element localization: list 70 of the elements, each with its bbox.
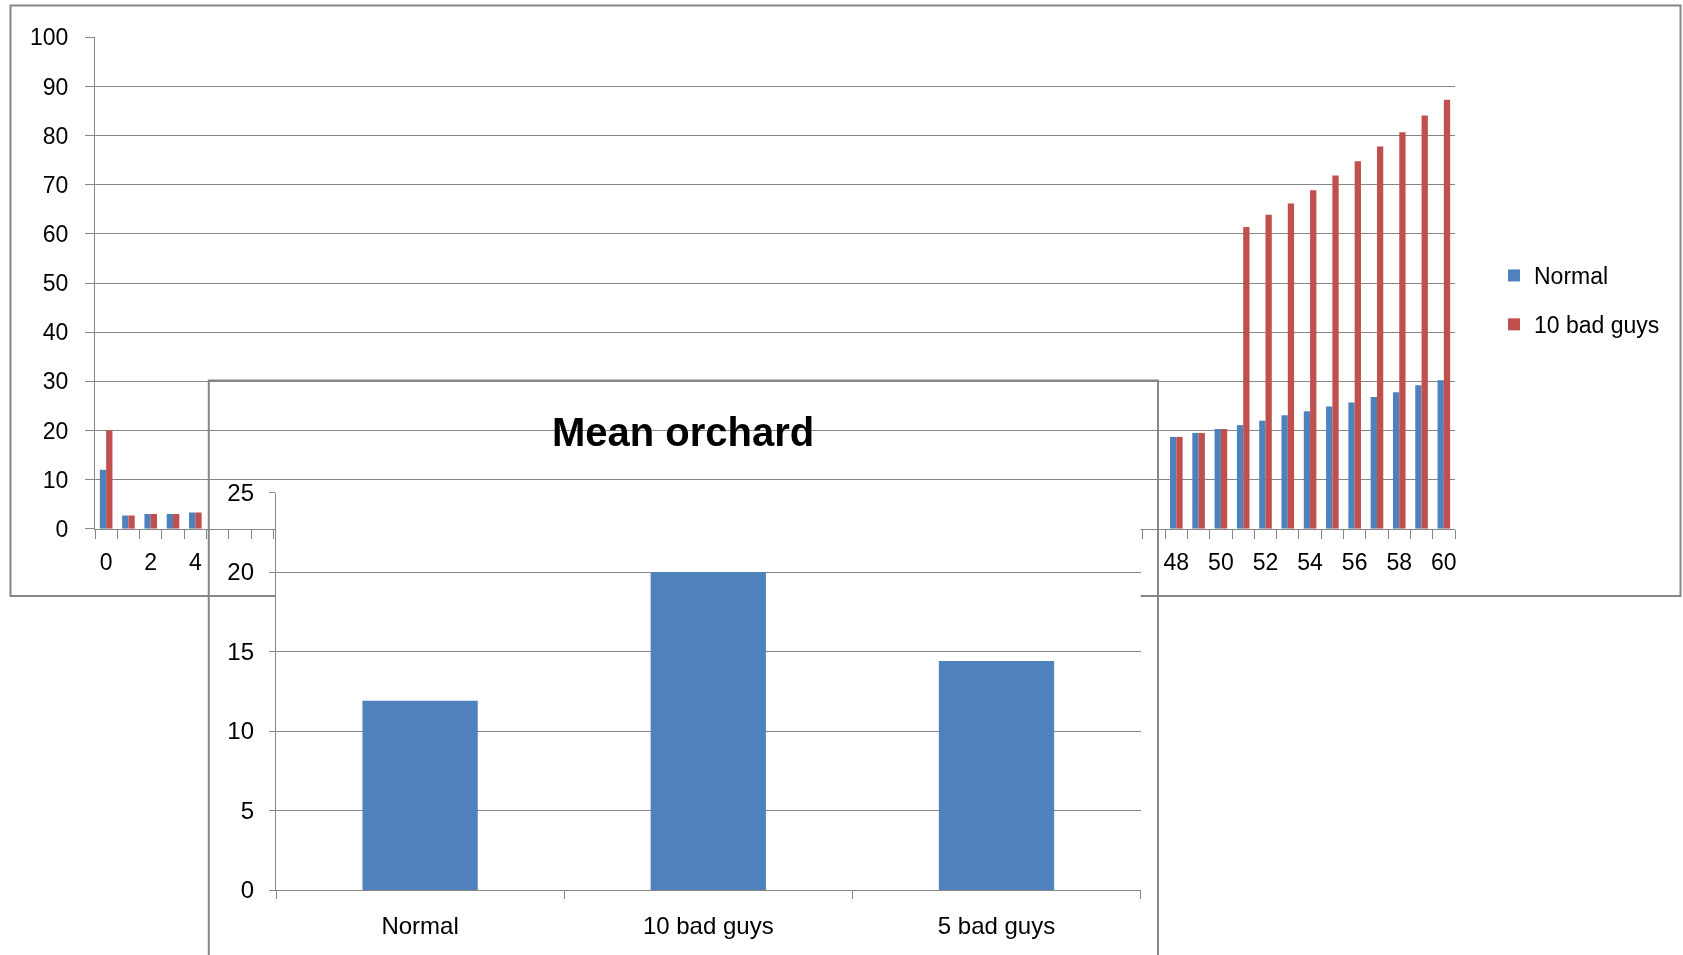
y-tick-label: 60 [42,220,69,247]
bar [166,514,174,529]
legend-label: Normal [1534,263,1609,290]
bar [1399,132,1406,529]
bar [1287,203,1295,529]
y-tick-label: 20 [42,417,69,444]
bar [1170,436,1177,529]
bar [150,514,158,529]
bar [1176,436,1183,529]
x-tick-label: 48 [1163,548,1190,575]
x-tick-label: 2 [144,548,158,575]
bar [1354,161,1361,529]
x-tick-label: 5 bad guys [937,911,1056,939]
bar [1392,392,1400,529]
x-tick-label: 60 [1431,548,1457,575]
y-tick-label: 30 [42,368,69,395]
bar [650,572,766,890]
bar [1370,397,1377,529]
bar [1310,190,1317,529]
y-tick-label: 10 [227,717,255,745]
y-tick-label: 20 [227,558,255,586]
y-tick-label: 90 [42,73,69,100]
y-tick-label: 5 [240,796,255,824]
chart-title: Mean orchard [552,410,815,454]
y-tick-label: 70 [42,171,69,198]
bar [1303,411,1311,529]
legend-label: 10 bad guys [1534,312,1660,339]
x-tick-label: 50 [1208,548,1234,575]
y-tick-label: 15 [227,637,255,665]
y-tick-label: 80 [42,122,69,149]
bar [1376,146,1384,529]
x-tick-label: 56 [1341,548,1368,575]
bar [1192,432,1199,529]
x-tick-label: Normal [381,911,459,939]
bar [1198,432,1205,529]
y-tick-label: 25 [227,478,255,506]
bar [1421,115,1428,529]
bar [938,661,1055,890]
bar [1348,402,1355,529]
bar [1236,425,1244,529]
bar [1415,385,1422,529]
bar [1443,99,1451,529]
x-tick-label: 0 [99,548,113,575]
y-tick-label: 10 [42,466,69,493]
bar [362,700,478,890]
bar [1259,420,1266,529]
bar [1437,380,1444,529]
y-tick-label: 0 [240,876,255,904]
bar [1332,175,1339,529]
x-tick-label: 10 bad guys [642,911,774,939]
x-tick-label: 4 [188,548,202,575]
bar [144,514,151,529]
bar [99,469,107,529]
bar [173,514,180,529]
y-tick-label: 0 [55,515,69,542]
x-tick-label: 58 [1386,548,1413,575]
bar [106,430,113,529]
bar [1326,406,1333,529]
bar [128,515,135,529]
bar [1214,429,1221,529]
x-tick-label: 54 [1297,548,1324,575]
x-tick-label: 52 [1252,548,1279,575]
y-tick-label: 40 [42,319,69,346]
y-tick-label: 100 [29,24,69,51]
y-tick-label: 50 [42,270,69,297]
bar [1243,227,1250,529]
bar [195,512,202,529]
bar [1265,214,1272,529]
bar [1281,415,1288,529]
bar [1220,429,1228,529]
